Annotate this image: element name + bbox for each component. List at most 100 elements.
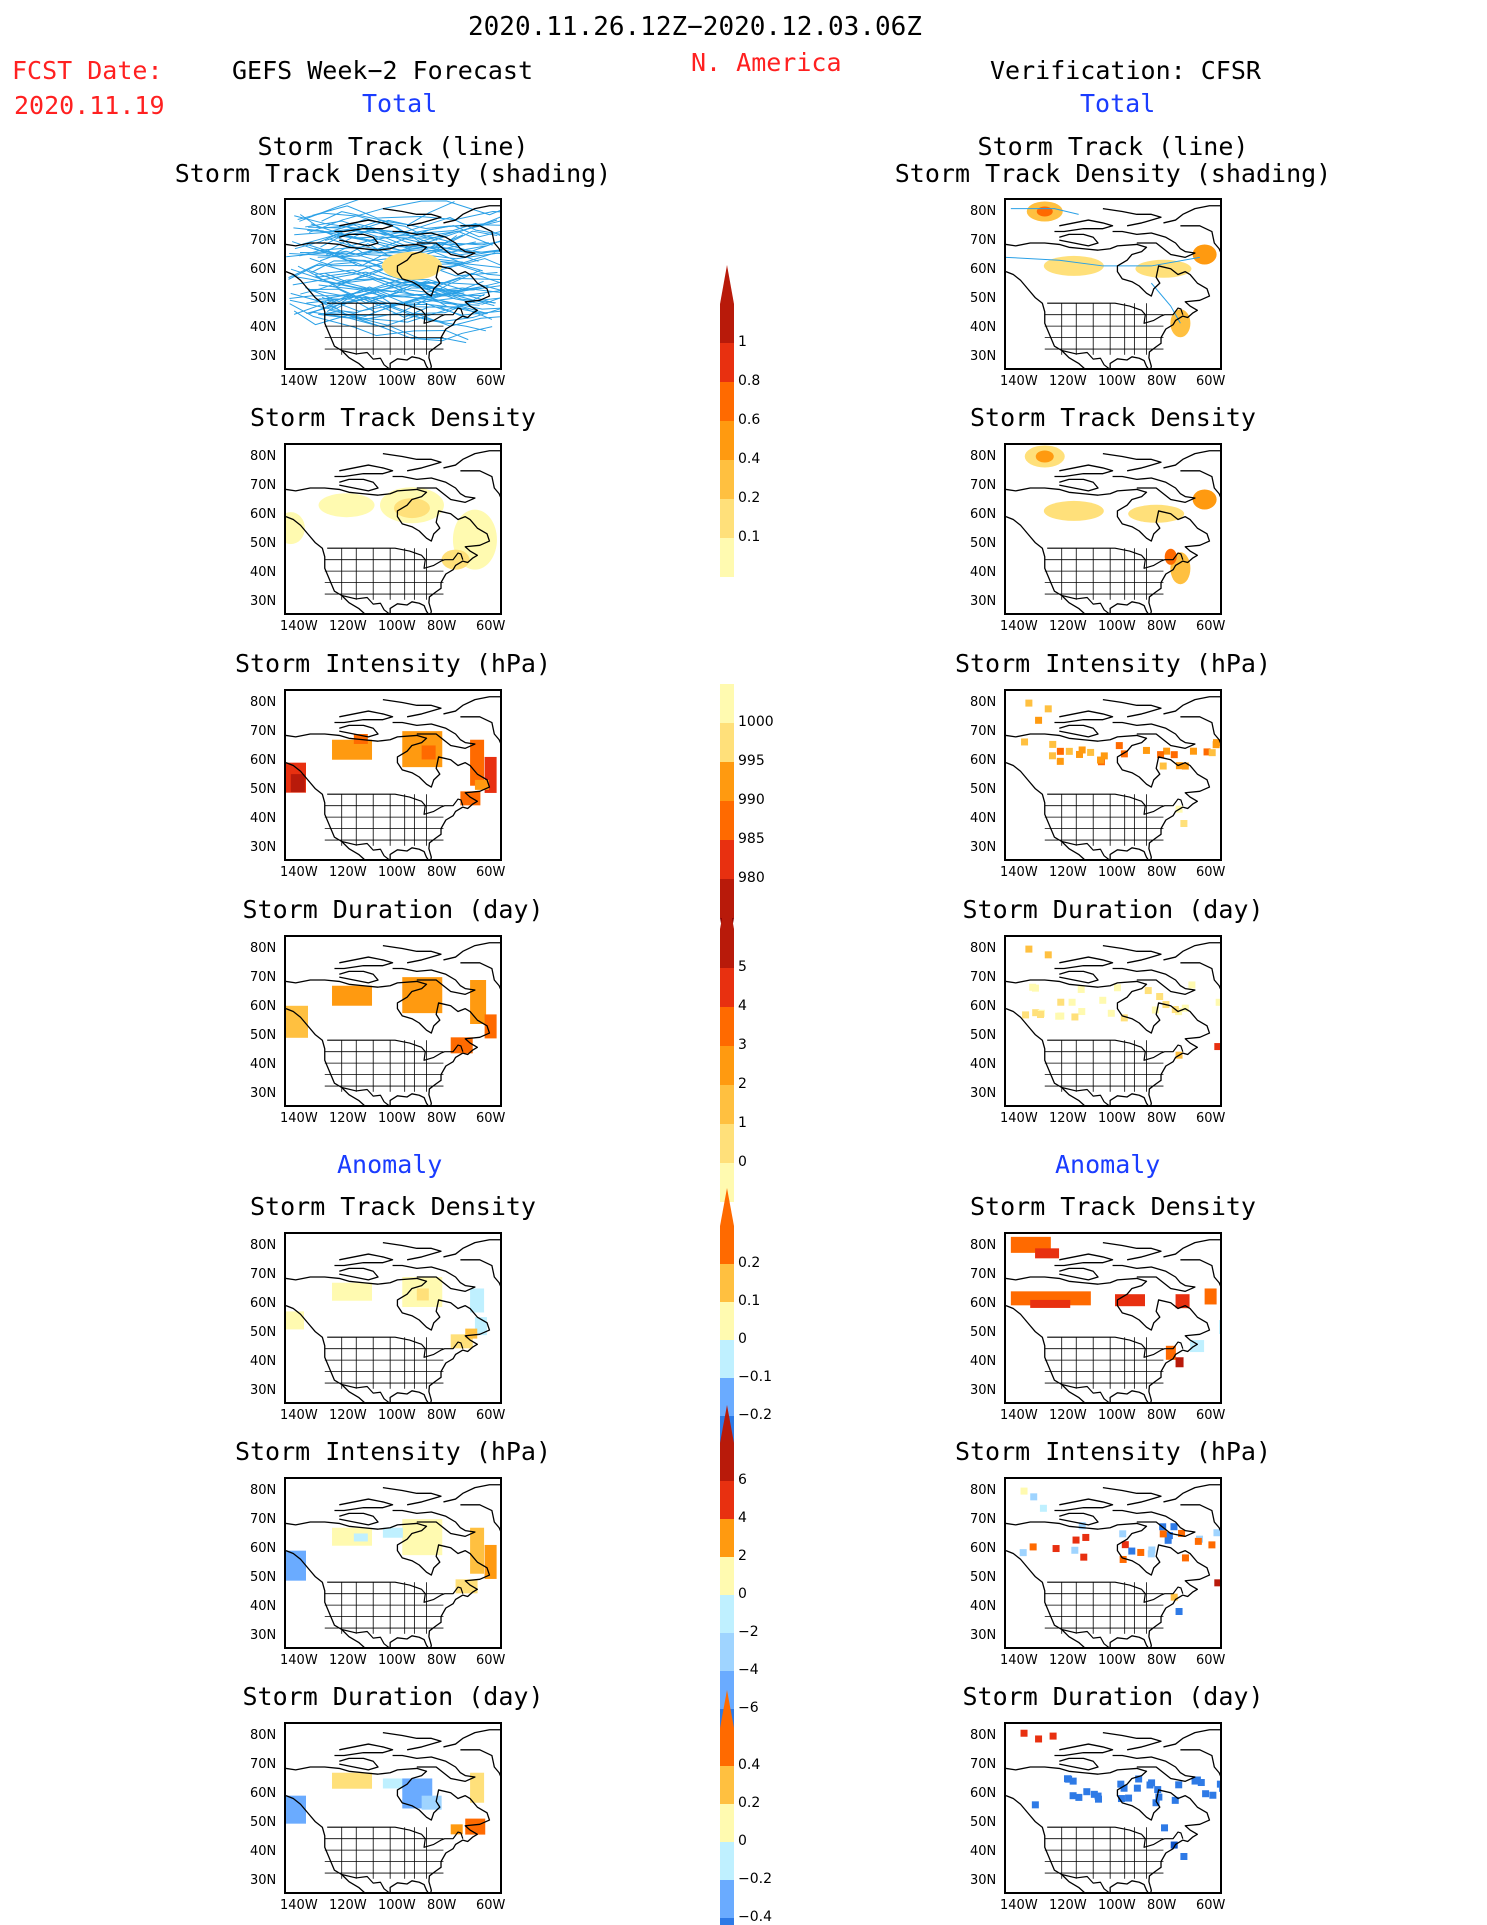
coastline (392, 1264, 476, 1292)
intensity-cell (1087, 748, 1095, 756)
colorbar-label: 0.6 (738, 412, 761, 428)
coastline (382, 698, 442, 718)
colorbar-label: 0.4 (738, 1757, 761, 1773)
anomaly-cell (465, 1818, 486, 1835)
map-canvas (1006, 201, 1220, 368)
section-anomaly-right: Anomaly (1055, 1150, 1161, 1179)
anomaly-cell (1080, 1553, 1088, 1561)
coastline (443, 205, 500, 224)
anomaly-cell (1152, 1799, 1160, 1807)
anomaly-cell (1147, 1550, 1155, 1558)
lat-label: 80N (250, 1728, 277, 1743)
intensity-cell (1120, 750, 1128, 758)
lon-label: 140W (280, 1408, 318, 1423)
coastline (1102, 1731, 1162, 1751)
anomaly-cell (1165, 1345, 1176, 1360)
shading-blob (441, 549, 470, 570)
coastline (300, 277, 500, 295)
lon-label: 80W (1147, 1408, 1177, 1423)
lon-label: 100W (1098, 619, 1136, 634)
lat-label: 30N (250, 1086, 277, 1101)
lon-label: 140W (1000, 1653, 1038, 1668)
map-fcst_density (284, 443, 502, 615)
coastline (1006, 487, 1211, 613)
coastline (460, 225, 500, 253)
coastline (1180, 470, 1220, 498)
coastline (1047, 1826, 1184, 1848)
lat-label: 80N (970, 1483, 997, 1498)
panel-title-line: Storm Duration (day) (962, 1682, 1264, 1711)
coastline (460, 1749, 500, 1777)
coastline (1047, 1581, 1184, 1603)
intensity-cell (332, 739, 373, 760)
anomaly-cell (470, 1527, 485, 1574)
map-canvas (286, 942, 500, 1105)
anomaly-cell (450, 1824, 463, 1835)
colorbar-label: 1000 (738, 714, 774, 730)
anomaly-cell (1159, 1530, 1167, 1538)
colorbar-swatch (720, 538, 734, 577)
colorbar-label: −6 (738, 1700, 759, 1716)
anomaly-cell (332, 1772, 373, 1789)
lat-label: 70N (250, 1512, 277, 1527)
coastline (460, 1259, 500, 1287)
lon-label: 80W (1147, 865, 1177, 880)
colorbar-swatches (720, 684, 734, 957)
colorbar-swatch (720, 1085, 734, 1124)
panel-title-line: Storm Track Density (shading) (174, 158, 612, 188)
colorbar-swatch (720, 1633, 734, 1671)
map-fcst_density_anom (284, 1232, 502, 1404)
colorbar-label: −4 (738, 1662, 759, 1678)
coastline (290, 268, 465, 295)
coastline (327, 302, 464, 324)
coastline (1163, 1484, 1220, 1503)
colorbar-label: 2 (738, 1076, 747, 1092)
fcst-date-value: 2020.11.19 (14, 91, 165, 120)
colorbar-label: −0.1 (738, 1369, 772, 1385)
panel-title-line: Storm Intensity (hPa) (234, 1437, 552, 1466)
coastline (1163, 942, 1220, 961)
coastline (286, 1766, 491, 1892)
anomaly-cell (1115, 1294, 1145, 1307)
coastline (1054, 464, 1114, 478)
anomaly-cell (1135, 1775, 1143, 1783)
map-fcst_track (284, 198, 502, 370)
lon-label: 60W (476, 865, 506, 880)
map-fcst_intensity_anom (284, 1477, 502, 1649)
colorbar-label: 0.1 (738, 529, 761, 545)
anomaly-cell (1029, 1543, 1037, 1551)
anomaly-cell (1019, 1549, 1027, 1557)
coastline (327, 793, 464, 815)
lon-label: 100W (1098, 374, 1136, 389)
panel-title-ver_density_anom: Storm Track Density (884, 1193, 1342, 1221)
coastline (339, 970, 379, 984)
coastline (443, 450, 500, 469)
coastline (341, 1383, 390, 1402)
map-ver_intensity (1004, 689, 1222, 861)
lat-label: 50N (250, 291, 277, 306)
coastline (305, 216, 500, 236)
lon-label: 120W (329, 1653, 367, 1668)
coastline (286, 242, 491, 368)
lat-label: 70N (250, 233, 277, 248)
coastline (339, 233, 379, 247)
lon-label: 120W (329, 1898, 367, 1913)
anomaly-cell (1148, 1546, 1156, 1554)
lat-label: 60N (250, 753, 277, 768)
intensity-cell (474, 779, 489, 790)
coastline (1102, 944, 1162, 964)
lat-label: 30N (970, 349, 997, 364)
panel-title-line: Storm Intensity (hPa) (954, 649, 1272, 678)
colorbar-extend-top (720, 1405, 734, 1443)
colorbar-label: 985 (738, 831, 765, 847)
shading-blob (1036, 206, 1053, 217)
duration-cell (1025, 945, 1033, 953)
colorbar-label: 0.2 (738, 1255, 761, 1271)
anomaly-cell (1178, 1529, 1186, 1537)
colorbar-swatch (720, 421, 734, 460)
lon-label: 60W (476, 1111, 506, 1126)
intensity-cell (1021, 738, 1029, 746)
colorbar-label: 0 (738, 1833, 747, 1849)
lat-label: 70N (970, 478, 997, 493)
coastline (1061, 349, 1110, 368)
